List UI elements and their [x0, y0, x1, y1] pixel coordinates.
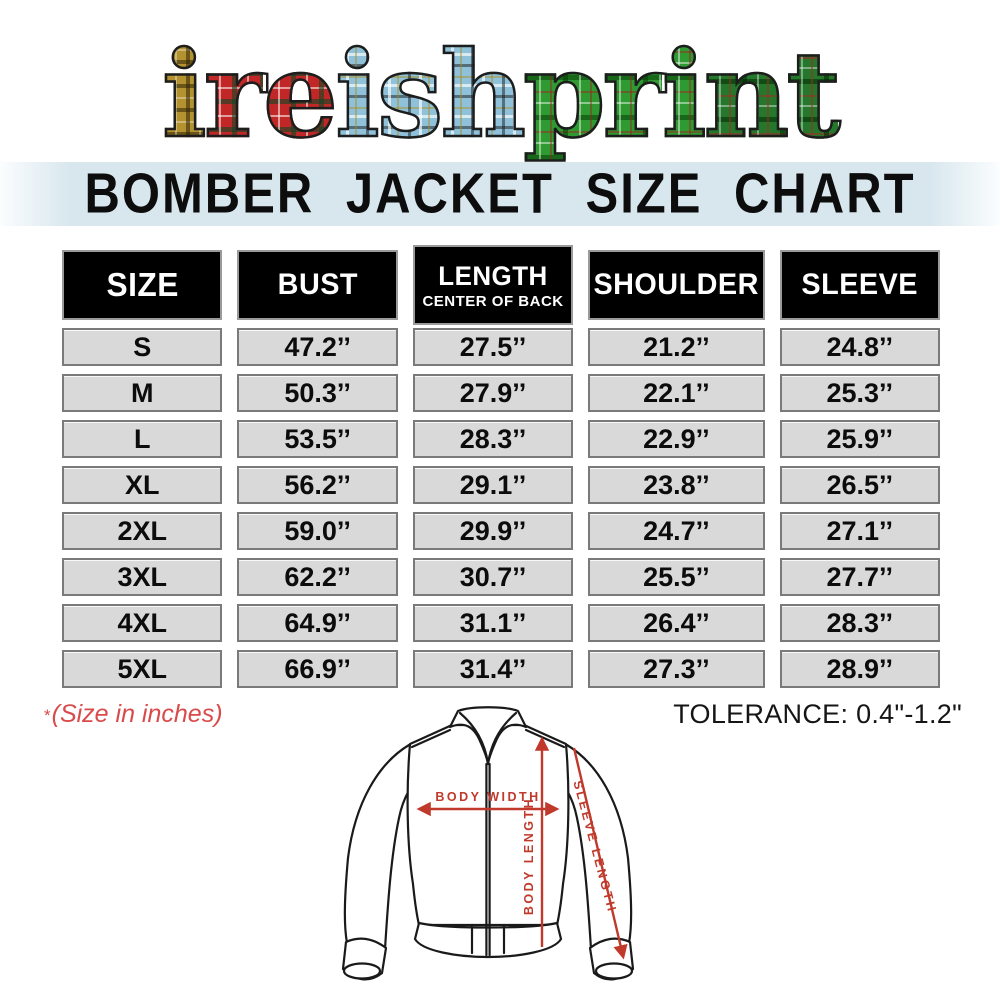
size-cell: 3XL [62, 558, 223, 596]
measurement-cell: 28.3’’ [779, 604, 940, 642]
measurement-cell: 24.7’’ [588, 512, 765, 550]
measurement-cell: 27.9’’ [412, 374, 574, 412]
size-cell: XL [62, 466, 223, 504]
measurement-cell: 25.9’’ [779, 420, 940, 458]
measurement-cell: 29.1’’ [412, 466, 574, 504]
size-note: * (Size in inches) [44, 700, 223, 729]
column-header-bust: BUST [237, 250, 398, 320]
measurement-cell: 25.5’’ [588, 558, 765, 596]
measurement-cell: 28.3’’ [412, 420, 574, 458]
measurement-cell: 50.3’’ [237, 374, 398, 412]
title-strip: BOMBER JACKET SIZE CHART [0, 162, 1000, 226]
measurement-cell: 27.1’’ [779, 512, 940, 550]
measurement-cell: 62.2’’ [237, 558, 398, 596]
logo-letter: h [439, 25, 527, 165]
size-chart-table: SIZE BUST LENGTH CENTER OF BACK SHOULDER SLEE… [62, 245, 940, 688]
body-width-label: BODY WIDTH [435, 790, 540, 804]
measurement-cell: 31.1’’ [412, 604, 574, 642]
logo-letter: p [522, 25, 607, 165]
measurement-arrows [416, 736, 628, 960]
logo-letter: i [334, 25, 381, 165]
measurement-cell: 22.9’’ [588, 420, 765, 458]
logo-letter: s [376, 25, 445, 165]
logo-letter: i [661, 25, 708, 165]
logo-letter: e [262, 25, 340, 165]
measurement-cell: 56.2’’ [237, 466, 398, 504]
sleeve-length-arrow [572, 747, 628, 960]
size-cell: M [62, 374, 223, 412]
logo-letter: r [203, 25, 268, 165]
logo-letter: n [702, 25, 790, 165]
measurement-cell: 27.7’’ [779, 558, 940, 596]
size-cell: L [62, 420, 223, 458]
measurement-cell: 31.4’’ [412, 650, 574, 688]
page-title: BOMBER JACKET SIZE CHART [84, 162, 916, 226]
measurement-cell: 59.0’’ [237, 512, 398, 550]
size-cell: 5XL [62, 650, 223, 688]
column-header-sleeve: SLEEVE [779, 250, 940, 320]
measurement-cell: 47.2’’ [237, 328, 398, 366]
size-cell: 2XL [62, 512, 223, 550]
measurement-cell: 28.9’’ [779, 650, 940, 688]
size-note-text: (Size in inches) [51, 700, 223, 728]
column-header-length: LENGTH CENTER OF BACK [412, 245, 574, 325]
jacket-measurement-diagram: BODY WIDTH BODY LENGTH SLEEVE LENGTH [341, 706, 635, 981]
tolerance-note: TOLERANCE: 0.4"-1.2" [673, 699, 962, 729]
measurement-cell: 27.5’’ [412, 328, 574, 366]
measurement-cell: 26.4’’ [588, 604, 765, 642]
column-header-shoulder: SHOULDER [588, 250, 765, 320]
measurement-cell: 64.9’’ [237, 604, 398, 642]
column-header-size: SIZE [62, 250, 223, 320]
size-note-asterisk: * [44, 706, 51, 725]
logo-letter: i [161, 25, 208, 165]
size-cell: S [62, 328, 223, 366]
measurement-cell: 29.9’’ [412, 512, 574, 550]
measurement-cell: 23.8’’ [588, 466, 765, 504]
logo-letter: r [601, 25, 666, 165]
size-cell: 4XL [62, 604, 223, 642]
logo-letter: t [785, 25, 842, 165]
measurement-cell: 21.2’’ [588, 328, 765, 366]
measurement-cell: 25.3’’ [779, 374, 940, 412]
measurement-cell: 26.5’’ [779, 466, 940, 504]
measurement-cell: 24.8’’ [779, 328, 940, 366]
measurement-cell: 22.1’’ [588, 374, 765, 412]
measurement-cell: 66.9’’ [237, 650, 398, 688]
measurement-cell: 30.7’’ [412, 558, 574, 596]
measurement-cell: 53.5’’ [237, 420, 398, 458]
body-length-label: BODY LENGTH [522, 797, 536, 915]
measurement-cell: 27.3’’ [588, 650, 765, 688]
